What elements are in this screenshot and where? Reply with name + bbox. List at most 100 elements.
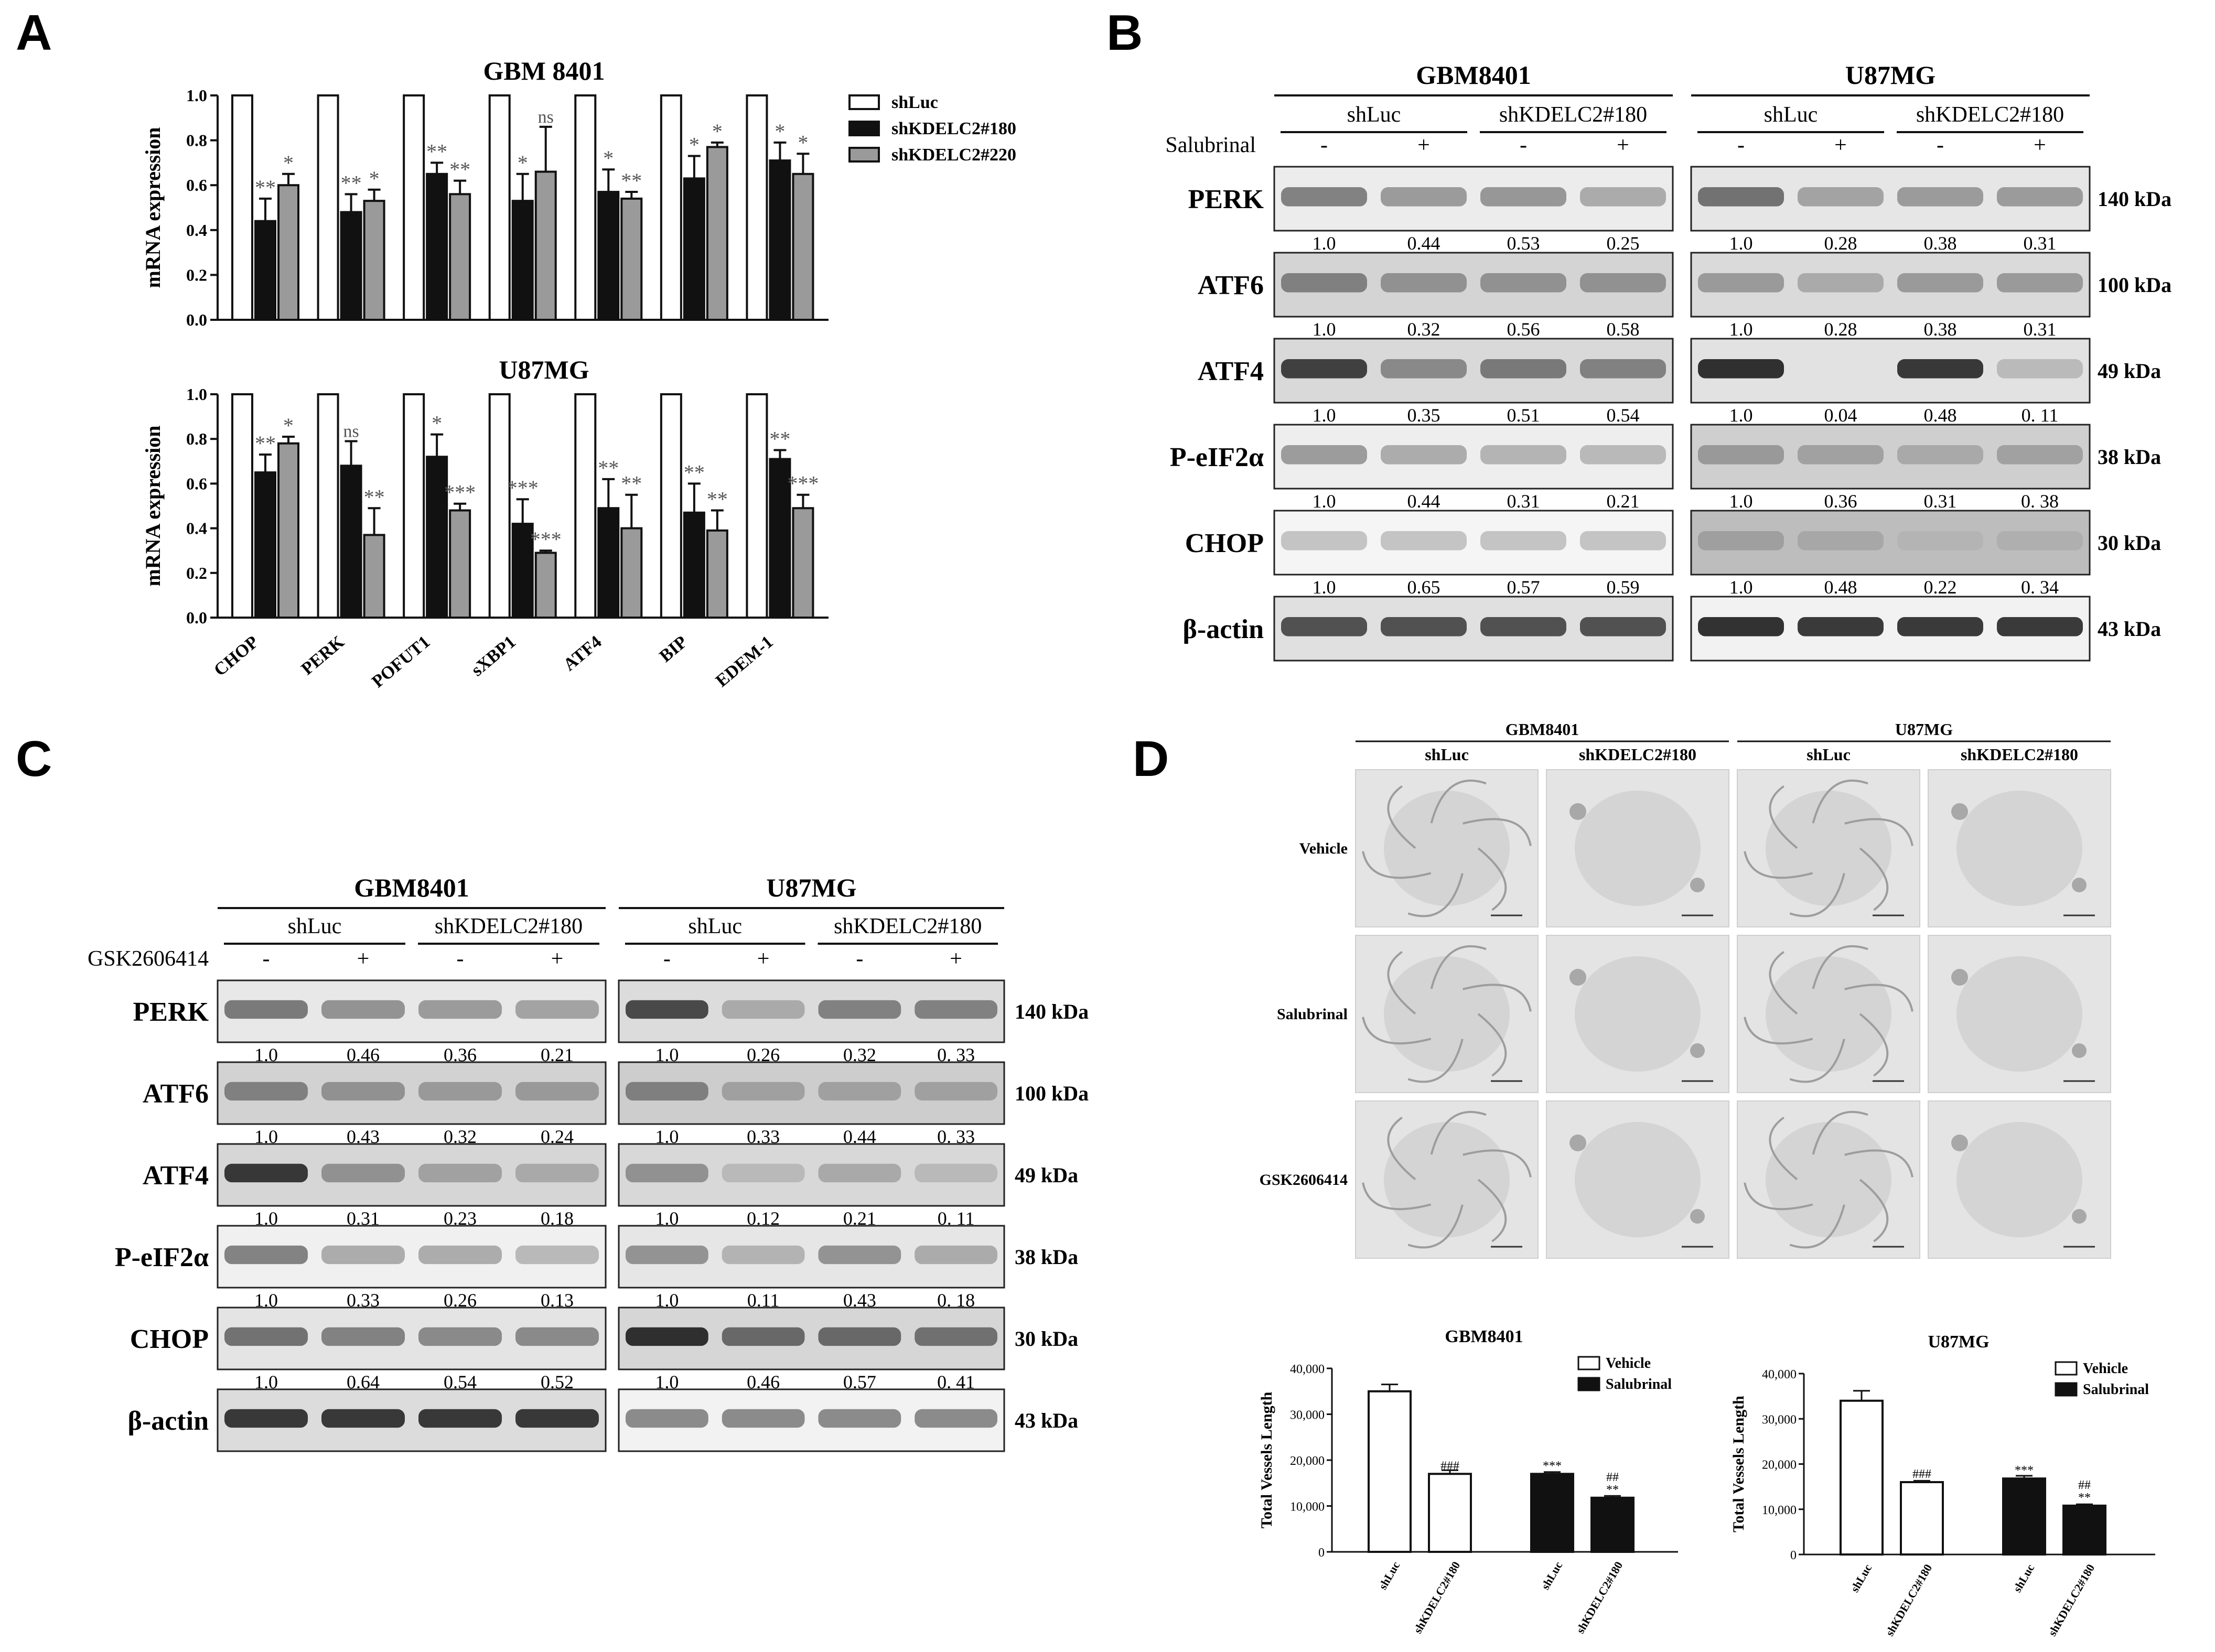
significance-label: **	[341, 171, 362, 195]
vessel-chart-u87mg: U87MG 0 10,000 20,000 30,000 40,000 Total Vess…	[1730, 1332, 2155, 1638]
chart-title: U87MG	[1928, 1332, 1989, 1352]
treatment-sign: +	[2034, 133, 2046, 157]
tube-structure	[1407, 1204, 1464, 1249]
blot-band	[418, 1245, 502, 1265]
group-label: shLuc	[1764, 103, 1818, 127]
band-quantification: 0. 11	[2022, 405, 2059, 426]
significance-label: **	[255, 431, 276, 455]
bar	[1428, 1473, 1472, 1553]
cell-line-header: GBM8401	[354, 873, 469, 902]
blot-band	[1580, 617, 1666, 636]
blot-band	[1480, 359, 1566, 379]
panel-letter-c: C	[16, 731, 52, 787]
column-label: shLuc	[1807, 745, 1851, 764]
western-blot-panel-b: GBM8401 shLuc shKDELC2#180 - + - + U87MG shLuc sh…	[1165, 60, 2171, 662]
matrigel-spot	[1766, 1122, 1891, 1237]
bar	[317, 94, 339, 321]
bar	[403, 393, 425, 619]
chart-title: U87MG	[499, 355, 589, 384]
bar	[231, 94, 253, 321]
significance-label: ***	[507, 476, 539, 500]
group-label: shLuc	[1347, 103, 1401, 127]
cell-cluster	[1951, 803, 1968, 820]
treatment-sign: -	[1320, 133, 1328, 157]
tube-structure	[1407, 1039, 1464, 1083]
y-tick-label: 0.4	[186, 519, 207, 538]
treatment-sign: +	[1417, 133, 1430, 157]
treatment-sign: +	[1834, 133, 1847, 157]
bar	[426, 172, 448, 321]
blot-band	[915, 1409, 997, 1428]
legend-label: Vehicle	[1606, 1355, 1651, 1372]
blot-band	[1381, 359, 1467, 379]
band-quantification: 0.31	[2024, 233, 2057, 254]
treatment-sign: +	[357, 947, 370, 971]
blot-row-label: ATF4	[143, 1161, 209, 1191]
group-label: shKDELC2#180	[1916, 103, 2064, 127]
blot-band	[1480, 531, 1566, 550]
tube-structure	[1430, 945, 1487, 989]
blot-band	[1281, 273, 1367, 293]
bar	[488, 393, 511, 619]
blot-row-label: ATF6	[143, 1079, 209, 1109]
group-label: shKDELC2#180	[1499, 103, 1647, 127]
x-tick-label: shKDELC2#180	[1411, 1559, 1463, 1636]
bar	[1900, 1481, 1944, 1556]
bar	[792, 507, 814, 619]
y-tick-label: 0.0	[186, 608, 207, 627]
tube-structure	[1844, 984, 1913, 1012]
blot-band	[626, 1163, 708, 1183]
tube-structure	[1812, 780, 1868, 824]
molecular-weight-label: 30 kDa	[1015, 1327, 1078, 1351]
band-quantification: 0.31	[1507, 491, 1540, 512]
blot-band	[1580, 359, 1666, 379]
bar	[660, 94, 682, 321]
blot-band	[224, 1163, 308, 1183]
significance-label: **	[707, 488, 728, 511]
significance-label: ***	[1543, 1459, 1562, 1473]
band-quantification: 0.44	[1407, 233, 1440, 254]
bar	[511, 200, 534, 321]
blot-band	[818, 1163, 901, 1183]
tube-structure	[1463, 1149, 1532, 1178]
blot-band	[1997, 273, 2083, 293]
blot-row-label: ATF6	[1198, 271, 1264, 300]
cell-line-header: GBM8401	[1416, 60, 1531, 90]
blot-band	[1281, 187, 1367, 207]
blot-band	[1580, 273, 1666, 293]
band-quantification: 1.0	[1729, 491, 1753, 512]
blot-band	[1580, 445, 1666, 465]
cell-cluster	[1690, 1043, 1705, 1058]
tube-structure	[1812, 945, 1868, 989]
significance-label: ##	[2078, 1478, 2091, 1492]
blot-band	[1480, 445, 1566, 465]
blot-band	[915, 1000, 997, 1019]
tube-structure	[1407, 873, 1464, 917]
blot-band	[418, 1327, 502, 1346]
tube-structure	[1812, 1111, 1868, 1155]
blot-band	[418, 1163, 502, 1183]
treatment-sign: -	[663, 947, 671, 971]
matrigel-spot	[1384, 956, 1510, 1072]
legend-swatch	[1577, 1356, 1600, 1370]
cell-line-header: GBM8401	[1506, 720, 1579, 739]
y-tick-label: 20,000	[1290, 1454, 1325, 1468]
band-quantification: 1.0	[1729, 319, 1753, 340]
y-tick-label: 0.8	[186, 429, 207, 448]
blot-band	[321, 1082, 405, 1101]
group-label: shLuc	[288, 914, 342, 938]
tube-structure	[1789, 1204, 1845, 1249]
bar	[426, 456, 448, 619]
molecular-weight-label: 43 kDa	[2098, 617, 2161, 641]
x-tick-label: shKDELC2#180	[1574, 1559, 1626, 1636]
band-quantification: 1.0	[1313, 577, 1336, 598]
significance-label: **	[255, 176, 276, 199]
blot-band	[818, 1409, 901, 1428]
blot-band	[515, 1327, 599, 1346]
bar	[746, 94, 768, 321]
cell-cluster	[1690, 1209, 1705, 1224]
significance-label: *	[712, 120, 723, 143]
blot-band	[1281, 445, 1367, 465]
blot-band	[1698, 531, 1784, 550]
